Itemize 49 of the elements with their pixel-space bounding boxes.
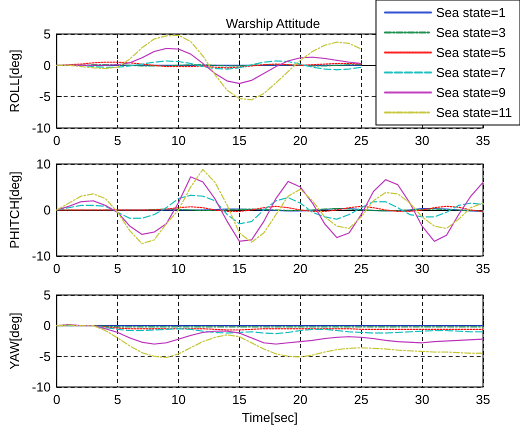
x-tick-label: 20 (293, 133, 308, 148)
y-tick-label: 5 (43, 26, 51, 42)
x-tick-label: 30 (414, 133, 430, 148)
x-tick-label: 10 (171, 133, 186, 148)
x-tick-label: 0 (53, 261, 60, 276)
x-tick-label: 5 (114, 261, 122, 276)
legend-label: Sea state=11 (436, 105, 512, 120)
x-tick-label: 25 (354, 261, 368, 276)
legend-label: Sea state=9 (436, 85, 506, 100)
y-axis-title: YAW[deg] (7, 312, 22, 370)
y-axis-title: PHITCH[deg] (7, 171, 22, 249)
x-tick-label: 10 (171, 392, 186, 407)
y-tick-label: 0 (43, 318, 51, 334)
x-tick-label: 0 (53, 133, 60, 148)
x-tick-label: 30 (414, 261, 430, 276)
x-tick-label: 0 (53, 392, 60, 407)
x-tick-label: 35 (476, 261, 490, 276)
y-tick-label: 0 (43, 202, 51, 218)
x-tick-label: 35 (476, 133, 490, 148)
x-tick-label: 20 (293, 261, 308, 276)
x-tick-label: 15 (232, 392, 247, 407)
x-tick-label: 20 (293, 392, 308, 407)
y-tick-label: -10 (32, 248, 51, 264)
legend-label: Sea state=5 (436, 45, 506, 60)
x-tick-label: 25 (354, 133, 368, 148)
x-axis-title: Time[sec] (242, 410, 298, 425)
x-tick-label: 5 (114, 392, 122, 407)
x-tick-label: 25 (354, 392, 368, 407)
legend-label: Sea state=1 (436, 5, 506, 20)
x-tick-label: 10 (171, 261, 186, 276)
x-tick-label: 30 (414, 392, 430, 407)
y-tick-label: -10 (32, 120, 51, 136)
y-axis-title: ROLL[deg] (7, 50, 22, 112)
y-tick-label: -5 (39, 89, 51, 104)
y-tick-label: -5 (39, 348, 51, 364)
x-tick-label: 5 (114, 133, 122, 148)
x-tick-label: 15 (232, 261, 247, 276)
legend-label: Sea state=7 (436, 65, 506, 80)
x-tick-label: 15 (232, 133, 247, 148)
y-tick-label: -10 (32, 380, 51, 394)
y-tick-label: 0 (43, 58, 51, 73)
y-tick-label: 10 (36, 156, 51, 172)
line-series (56, 194, 484, 224)
legend-label: Sea state=3 (436, 25, 506, 40)
line-series (56, 34, 362, 100)
chart-title: Warship Attitude (226, 16, 320, 31)
y-tick-label: 5 (43, 288, 51, 302)
line-series (56, 324, 484, 358)
x-tick-label: 35 (476, 392, 490, 407)
